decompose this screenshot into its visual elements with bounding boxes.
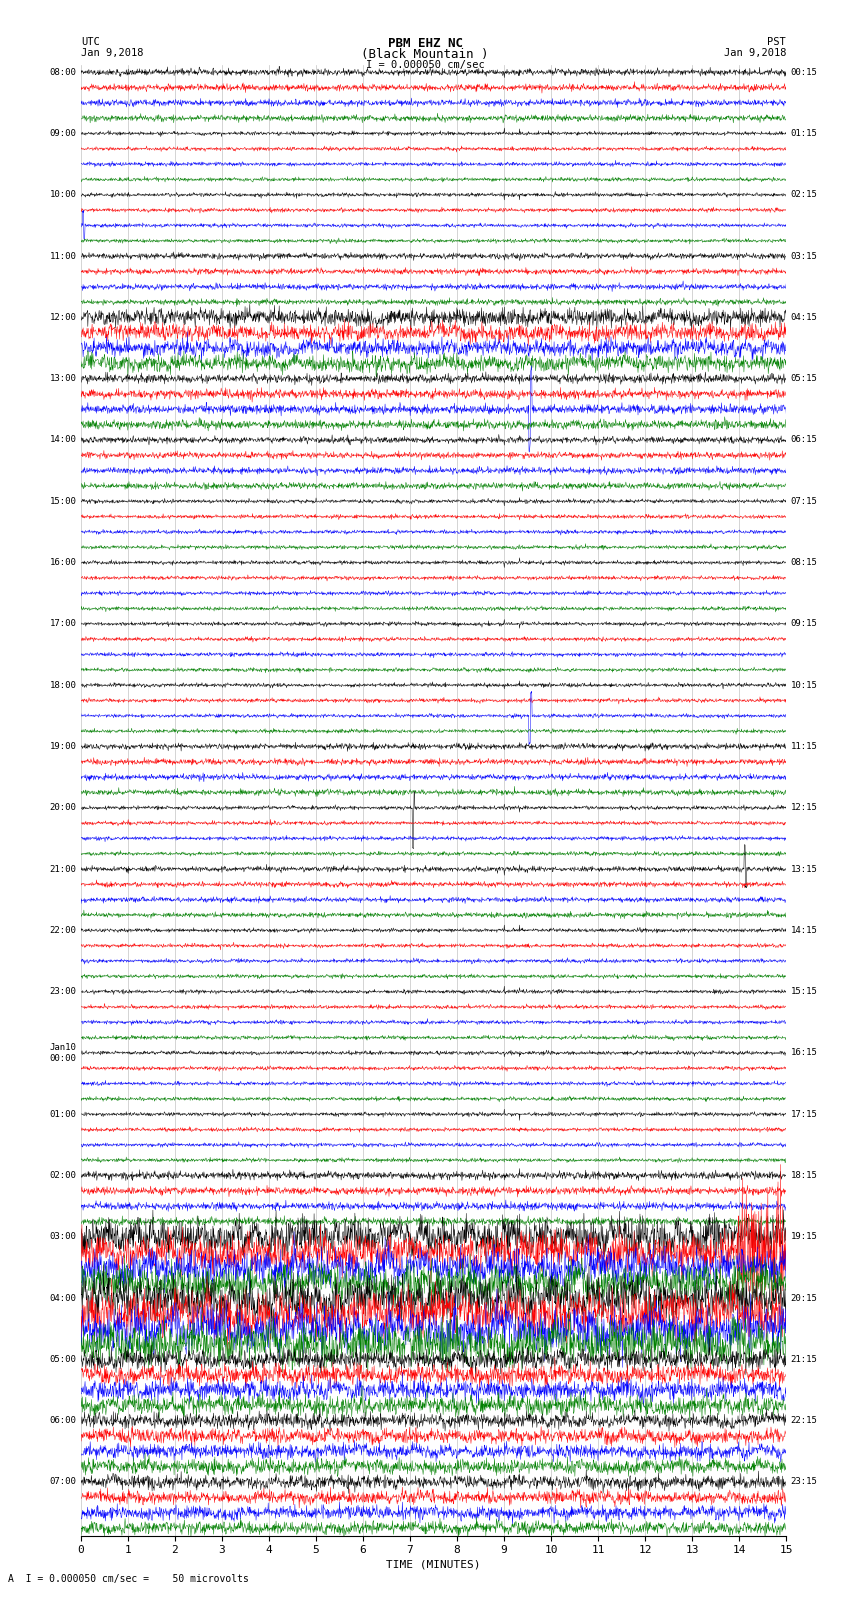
Text: 21:15: 21:15 (790, 1355, 818, 1365)
Text: 17:15: 17:15 (790, 1110, 818, 1119)
Text: I = 0.000050 cm/sec: I = 0.000050 cm/sec (366, 60, 484, 69)
Text: 11:00: 11:00 (49, 252, 76, 261)
Text: Jan10
00:00: Jan10 00:00 (49, 1044, 76, 1063)
Text: 05:15: 05:15 (790, 374, 818, 384)
Text: (Black Mountain ): (Black Mountain ) (361, 48, 489, 61)
Text: 23:15: 23:15 (790, 1478, 818, 1487)
Text: 04:15: 04:15 (790, 313, 818, 323)
Text: 14:00: 14:00 (49, 436, 76, 445)
Text: 22:00: 22:00 (49, 926, 76, 936)
Text: 12:00: 12:00 (49, 313, 76, 323)
Text: 13:00: 13:00 (49, 374, 76, 384)
Text: PST: PST (768, 37, 786, 47)
Text: 13:15: 13:15 (790, 865, 818, 874)
Text: 18:00: 18:00 (49, 681, 76, 690)
Text: A  I = 0.000050 cm/sec =    50 microvolts: A I = 0.000050 cm/sec = 50 microvolts (8, 1574, 249, 1584)
Text: 19:15: 19:15 (790, 1232, 818, 1242)
Text: 09:15: 09:15 (790, 619, 818, 629)
Text: 16:15: 16:15 (790, 1048, 818, 1058)
Text: 10:15: 10:15 (790, 681, 818, 690)
Text: 14:15: 14:15 (790, 926, 818, 936)
Text: 05:00: 05:00 (49, 1355, 76, 1365)
Text: 03:15: 03:15 (790, 252, 818, 261)
Text: 00:15: 00:15 (790, 68, 818, 77)
Text: 06:15: 06:15 (790, 436, 818, 445)
Text: 15:00: 15:00 (49, 497, 76, 506)
Text: 11:15: 11:15 (790, 742, 818, 752)
Text: 01:15: 01:15 (790, 129, 818, 139)
Text: 08:15: 08:15 (790, 558, 818, 568)
Text: 20:15: 20:15 (790, 1294, 818, 1303)
Text: 03:00: 03:00 (49, 1232, 76, 1242)
Text: 07:00: 07:00 (49, 1478, 76, 1487)
Text: PBM EHZ NC: PBM EHZ NC (388, 37, 462, 50)
Text: 02:00: 02:00 (49, 1171, 76, 1181)
Text: UTC: UTC (81, 37, 99, 47)
Text: 21:00: 21:00 (49, 865, 76, 874)
Text: 06:00: 06:00 (49, 1416, 76, 1426)
Text: 02:15: 02:15 (790, 190, 818, 200)
Text: 15:15: 15:15 (790, 987, 818, 997)
Text: 10:00: 10:00 (49, 190, 76, 200)
Text: Jan 9,2018: Jan 9,2018 (723, 48, 786, 58)
Text: 16:00: 16:00 (49, 558, 76, 568)
Text: 07:15: 07:15 (790, 497, 818, 506)
Text: 04:00: 04:00 (49, 1294, 76, 1303)
Text: 18:15: 18:15 (790, 1171, 818, 1181)
Text: 19:00: 19:00 (49, 742, 76, 752)
Text: 01:00: 01:00 (49, 1110, 76, 1119)
Text: Jan 9,2018: Jan 9,2018 (81, 48, 144, 58)
Text: 09:00: 09:00 (49, 129, 76, 139)
Text: 23:00: 23:00 (49, 987, 76, 997)
Text: 22:15: 22:15 (790, 1416, 818, 1426)
Text: 17:00: 17:00 (49, 619, 76, 629)
Text: 20:00: 20:00 (49, 803, 76, 813)
X-axis label: TIME (MINUTES): TIME (MINUTES) (386, 1560, 481, 1569)
Text: 12:15: 12:15 (790, 803, 818, 813)
Text: 08:00: 08:00 (49, 68, 76, 77)
